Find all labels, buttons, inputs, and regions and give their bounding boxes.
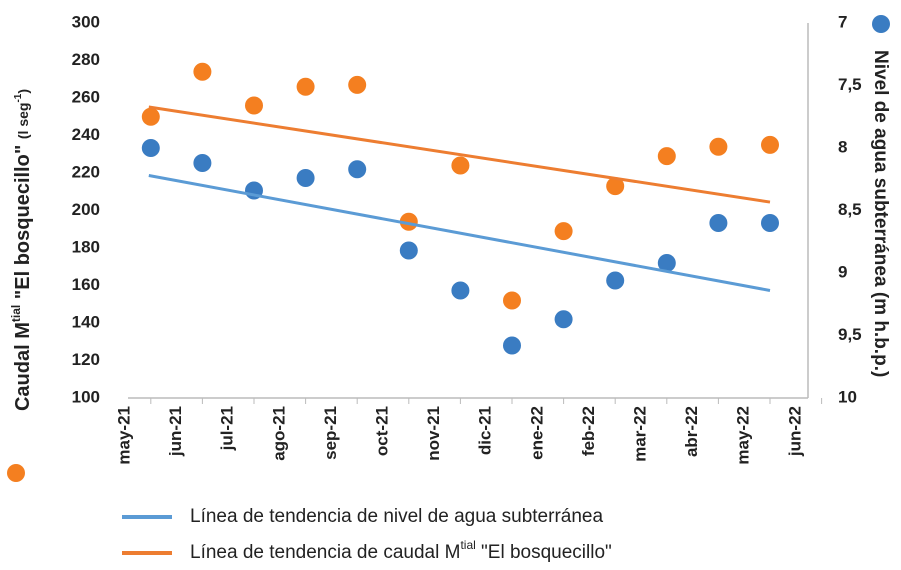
y-tick-label: 300 <box>72 12 100 31</box>
x-tick-label: may-22 <box>734 406 753 465</box>
point <box>141 139 160 157</box>
point <box>761 214 779 232</box>
x-tick-label: feb-22 <box>579 406 598 456</box>
y2-tick-label: 8,5 <box>838 200 862 219</box>
point <box>245 96 263 115</box>
trend-line <box>148 174 771 292</box>
y2-axis-marker <box>872 15 890 33</box>
x-tick-label: abr-22 <box>682 406 701 457</box>
point <box>657 147 676 166</box>
point <box>761 135 779 154</box>
y-tick-label: 260 <box>72 87 100 106</box>
point <box>348 75 367 94</box>
y2-tick-label: 8 <box>838 137 847 156</box>
x-tick-label: oct-21 <box>372 406 391 456</box>
point <box>709 137 728 156</box>
x-tick-label: jun-21 <box>166 406 185 457</box>
point <box>709 214 728 232</box>
x-tick-label: may-21 <box>114 406 133 465</box>
x-tick-label: dic-21 <box>476 406 495 455</box>
point <box>451 281 470 300</box>
point <box>503 291 521 310</box>
x-tick-label: ene-22 <box>527 406 546 460</box>
point <box>503 336 521 355</box>
point <box>296 77 315 96</box>
x-tick-label: nov-21 <box>424 406 443 461</box>
y2-tick-label: 10 <box>838 387 857 406</box>
y2-tick-label: 9,5 <box>838 325 862 344</box>
legend-sup: tial <box>460 538 475 552</box>
point <box>657 254 676 272</box>
y-tick-label: 220 <box>72 162 100 181</box>
y-label-sup: -1 <box>13 93 24 102</box>
legend-part: Línea de tendencia de caudal M <box>190 542 460 563</box>
point <box>141 107 160 126</box>
x-tick-label: mar-22 <box>630 406 649 462</box>
y2-axis-label: Nivel de agua subterránea (m h.b.p.) <box>870 50 891 377</box>
trend-line <box>148 105 771 204</box>
legend-label: Línea de tendencia de nivel de agua subt… <box>190 506 603 527</box>
point <box>193 154 212 172</box>
point <box>554 310 573 329</box>
y-tick-label: 160 <box>72 275 100 294</box>
point <box>348 160 367 179</box>
legend-part: "El bosquecillo" <box>476 542 612 563</box>
point <box>554 222 573 241</box>
x-tick-label: sep-21 <box>321 406 340 460</box>
legend-label: Línea de tendencia de caudal Mtial "El b… <box>190 538 612 563</box>
y2-tick-label: 9 <box>838 262 847 281</box>
y-tick-label: 240 <box>72 125 100 144</box>
point <box>296 169 315 187</box>
y-label-part: "El bosquecillo" <box>12 139 34 305</box>
y2-tick-label: 7,5 <box>838 75 862 94</box>
y-tick-label: 120 <box>72 350 100 369</box>
point <box>399 212 418 231</box>
point <box>451 156 470 175</box>
y-label-part: ) <box>15 89 31 94</box>
y-tick-label: 140 <box>72 312 100 331</box>
y2-tick-label: 7 <box>838 12 847 31</box>
y-tick-label: 180 <box>72 237 100 256</box>
point <box>399 241 418 260</box>
y-tick-label: 200 <box>72 200 100 219</box>
x-tick-label: jun-22 <box>785 406 804 457</box>
x-tick-label: ago-21 <box>269 406 288 461</box>
point <box>193 62 212 81</box>
y-tick-label: 280 <box>72 50 100 69</box>
y-label-part: (l seg <box>15 103 31 140</box>
y-axis-marker <box>7 464 25 482</box>
y-tick-label: 100 <box>72 387 100 406</box>
x-tick-label: jul-21 <box>218 406 237 451</box>
point <box>606 271 625 290</box>
y-label-sup: tial <box>9 305 23 322</box>
point <box>606 177 625 196</box>
y-axis-label: Caudal Mtial "El bosquecillo" (l seg-1) <box>9 89 34 411</box>
y-label-part: Caudal M <box>12 322 34 411</box>
